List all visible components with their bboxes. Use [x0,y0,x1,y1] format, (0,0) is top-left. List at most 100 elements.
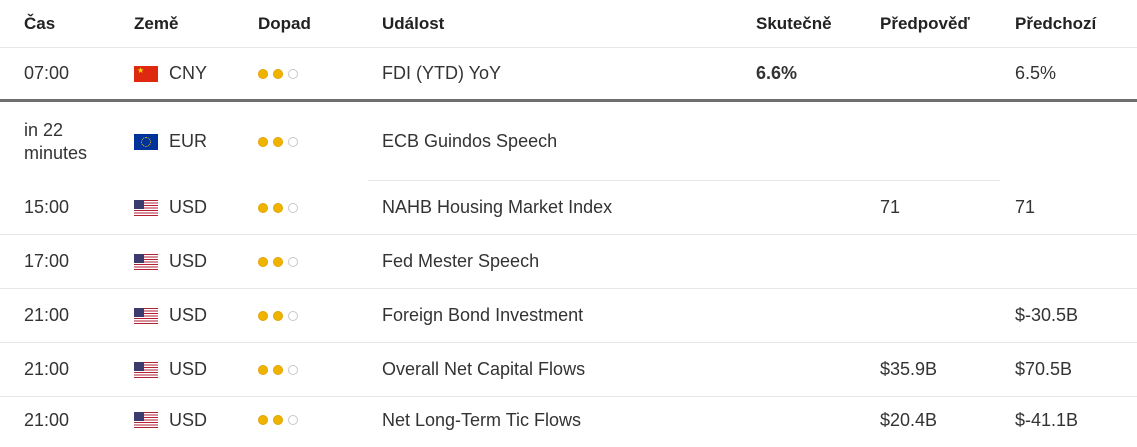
event-forecast: 71 [880,197,901,217]
event-previous: $-30.5B [1015,305,1079,325]
table-row[interactable]: in 22 minutes EUR ECB Guindos Speech [0,102,1137,181]
event-actual [756,343,866,396]
table-row[interactable]: 21:00 USD Foreign Bond Investment $-30.5… [0,289,1137,343]
event-forecast [880,289,1000,342]
impact-dot-filled [258,136,268,147]
event-name[interactable]: FDI (YTD) YoY [382,63,502,83]
event-name[interactable]: Net Long-Term Tic Flows [382,409,582,430]
event-name[interactable]: Overall Net Capital Flows [382,359,586,379]
country-code: USD [169,409,208,430]
event-country: USD [134,181,244,234]
us-flag-icon [134,361,158,378]
us-flag-icon [134,307,158,324]
event-actual [756,397,866,443]
event-actual [756,289,866,342]
impact-dots [258,310,303,321]
event-country: ★ CNY [134,48,244,99]
impact-rating [258,289,338,342]
event-forecast: $35.9B [880,359,938,379]
impact-dot-empty [288,68,298,79]
event-country: USD [134,343,244,396]
event-forecast [880,48,1000,99]
event-previous: $70.5B [1015,359,1073,379]
event-time: 21:00 [24,359,70,379]
china-flag-icon: ★ [134,65,158,82]
impact-rating [258,181,338,234]
impact-rating [258,343,338,396]
column-header-previous[interactable]: Předchozí [1015,13,1097,33]
event-time: in 22 minutes [24,102,124,181]
impact-dot-filled [273,310,283,321]
impact-dot-empty [288,310,298,321]
impact-dots [258,364,303,375]
event-forecast [880,235,1000,288]
impact-dots [258,256,303,267]
event-time: 21:00 [24,409,70,430]
event-time: 07:00 [24,63,70,83]
impact-dot-filled [273,68,283,79]
event-country: USD [134,397,244,443]
event-actual [756,235,866,288]
event-name[interactable]: Foreign Bond Investment [382,305,584,325]
impact-dot-empty [288,256,298,267]
country-code: USD [169,197,208,217]
column-header-country[interactable]: Země [134,13,179,33]
table-row[interactable]: 15:00 USD NAHB Housing Market Index 71 7… [0,181,1137,235]
impact-rating [258,102,338,181]
event-time: 17:00 [24,251,70,271]
event-name[interactable]: ECB Guindos Speech [382,131,558,151]
table-header: Čas Země Dopad Událost Skutečně Předpově… [0,0,1137,48]
event-previous: 71 [1015,197,1036,217]
impact-dot-filled [273,202,283,213]
event-name[interactable]: NAHB Housing Market Index [382,197,613,217]
event-time: 15:00 [24,197,70,217]
impact-rating [258,397,338,443]
impact-dots [258,202,303,213]
event-actual: 6.6% [756,63,798,83]
event-previous: $-41.1B [1015,409,1079,430]
impact-dots [258,415,303,425]
country-code: USD [169,359,208,379]
country-code: EUR [169,131,208,151]
event-name[interactable]: Fed Mester Speech [382,251,540,271]
impact-dot-filled [273,256,283,267]
us-flag-icon [134,199,158,216]
column-header-forecast[interactable]: Předpověď [880,13,970,33]
table-row[interactable]: 17:00 USD Fed Mester Speech [0,235,1137,289]
column-header-time[interactable]: Čas [24,13,56,33]
table-row[interactable]: 21:00 USD Net Long-Term Tic Flows $20.4B… [0,397,1137,443]
event-actual [756,102,866,181]
event-forecast: $20.4B [880,409,938,430]
impact-dot-empty [288,415,298,425]
impact-dot-filled [258,202,268,213]
country-code: USD [169,305,208,325]
event-actual [756,181,866,234]
impact-rating [258,48,338,99]
country-code: USD [169,251,208,271]
column-header-event[interactable]: Událost [382,13,445,33]
impact-dot-filled [258,310,268,321]
impact-dots [258,68,303,79]
impact-dot-filled [258,415,268,425]
table-row[interactable]: 07:00 ★ CNY FDI (YTD) YoY 6.6% 6.5% [0,48,1137,102]
event-previous [1015,235,1135,288]
impact-dot-filled [258,364,268,375]
eu-flag-icon [134,133,158,150]
us-flag-icon [134,253,158,270]
impact-dot-filled [273,415,283,425]
country-code: CNY [169,63,208,83]
table-row[interactable]: 21:00 USD Overall Net Capital Flows $35.… [0,343,1137,397]
impact-rating [258,235,338,288]
impact-dot-filled [273,364,283,375]
impact-dot-empty [288,364,298,375]
column-header-impact[interactable]: Dopad [258,13,311,33]
column-header-actual[interactable]: Skutečně [756,13,832,33]
event-forecast [880,102,1000,181]
event-country: USD [134,289,244,342]
event-country: EUR [134,102,244,181]
impact-dot-filled [258,256,268,267]
impact-dot-empty [288,136,298,147]
event-time: 21:00 [24,305,70,325]
event-time-text: in 22 minutes [24,119,88,163]
